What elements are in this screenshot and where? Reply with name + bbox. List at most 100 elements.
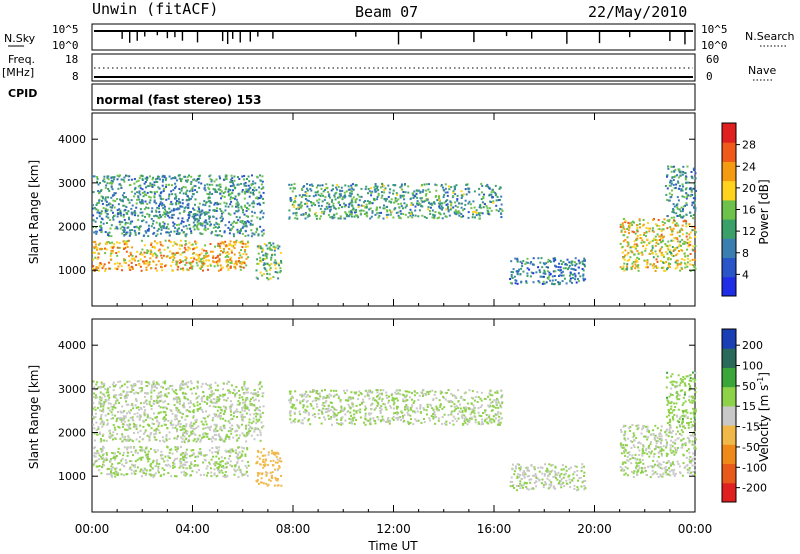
echo-cell: [554, 264, 556, 267]
echo-cell: [155, 178, 157, 181]
echo-cell: [123, 229, 126, 232]
echo-cell: [292, 186, 295, 189]
echo-cell: [635, 224, 638, 227]
echo-cell: [203, 228, 206, 231]
echo-cell: [376, 196, 379, 198]
echo-cell: [216, 429, 219, 432]
echo-cell: [104, 196, 107, 199]
echo-cell: [153, 436, 156, 439]
echo-cell: [247, 188, 250, 191]
echo-cell: [317, 193, 320, 196]
echo-cell: [190, 197, 192, 200]
echo-cell: [134, 259, 137, 262]
echo-cell: [206, 223, 209, 225]
echo-cell: [247, 391, 249, 394]
echo-region-band-mid: [288, 388, 504, 426]
echo-cell: [262, 191, 265, 194]
echo-cell: [265, 471, 268, 474]
echo-cell: [183, 404, 185, 407]
echo-cell: [208, 414, 211, 417]
echo-cell: [180, 222, 183, 225]
echo-cell: [108, 182, 111, 185]
echo-cell: [122, 213, 125, 216]
echo-cell: [497, 199, 500, 202]
echo-cell: [479, 211, 482, 214]
echo-cell: [123, 417, 125, 420]
echo-cell: [167, 392, 170, 395]
echo-cell: [211, 447, 214, 449]
echo-cell: [135, 406, 138, 409]
echo-cell: [656, 260, 659, 263]
echo-cell: [121, 199, 124, 202]
echo-cell: [163, 175, 166, 177]
echo-cell: [211, 440, 214, 443]
echo-cell: [93, 432, 96, 435]
echo-cell: [143, 251, 146, 254]
echo-cell: [111, 176, 114, 179]
echo-cell: [155, 427, 158, 430]
echo-cell: [179, 457, 182, 460]
echo-cell: [449, 208, 452, 211]
echo-cell: [260, 209, 263, 212]
echo-cell: [159, 201, 162, 204]
echo-cell: [141, 214, 144, 217]
echo-cell: [510, 275, 513, 278]
echo-cell: [430, 202, 433, 205]
echo-cell: [277, 478, 279, 480]
echo-cell: [186, 203, 189, 206]
echo-cell: [445, 204, 448, 206]
echo-cell: [672, 179, 675, 181]
echo-cell: [235, 216, 238, 218]
echo-cell: [103, 175, 106, 178]
echo-cell: [134, 460, 137, 463]
echo-cell: [554, 258, 557, 261]
echo-cell: [112, 381, 115, 384]
echo-cell: [443, 194, 446, 196]
echo-cell: [167, 472, 170, 474]
echo-cell: [243, 178, 245, 181]
echo-cell: [653, 263, 655, 265]
echo-cell: [134, 384, 137, 387]
echo-cell: [218, 226, 221, 229]
echo-cell: [196, 408, 199, 411]
echo-cell: [180, 465, 183, 468]
echo-cell: [628, 222, 631, 225]
echo-cell: [203, 458, 206, 461]
echo-cell: [147, 381, 150, 384]
echo-cell: [213, 473, 216, 476]
power-echoes: [92, 165, 697, 286]
echo-cell: [206, 398, 209, 400]
echo-cell: [176, 447, 179, 450]
echo-cell: [487, 210, 490, 213]
echo-cell: [207, 211, 210, 214]
echo-cell: [190, 474, 193, 477]
echo-cell: [525, 261, 528, 264]
echo-cell: [105, 400, 108, 403]
echo-cell: [477, 422, 480, 425]
echo-cell: [450, 405, 453, 408]
echo-cell: [230, 223, 233, 226]
echo-cell: [257, 451, 260, 453]
echo-cell: [213, 462, 215, 465]
echo-cell: [97, 192, 100, 195]
echo-cell: [221, 219, 224, 222]
echo-cell: [294, 195, 297, 198]
echo-cell: [92, 258, 95, 261]
echo-cell: [327, 214, 330, 216]
echo-cell: [125, 461, 128, 464]
echo-cell: [134, 464, 136, 467]
echo-cell: [305, 195, 308, 198]
echo-cell: [694, 245, 697, 248]
echo-cell: [103, 382, 106, 385]
echo-cell: [134, 449, 137, 452]
echo-cell: [467, 187, 470, 190]
echo-cell: [146, 249, 149, 252]
echo-cell: [124, 241, 126, 244]
echo-cell: [195, 241, 198, 244]
echo-cell: [186, 268, 189, 271]
echo-cell: [487, 422, 490, 425]
echo-cell: [405, 203, 408, 206]
echo-cell: [188, 467, 191, 470]
echo-cell: [121, 435, 124, 438]
echo-cell: [656, 266, 659, 269]
